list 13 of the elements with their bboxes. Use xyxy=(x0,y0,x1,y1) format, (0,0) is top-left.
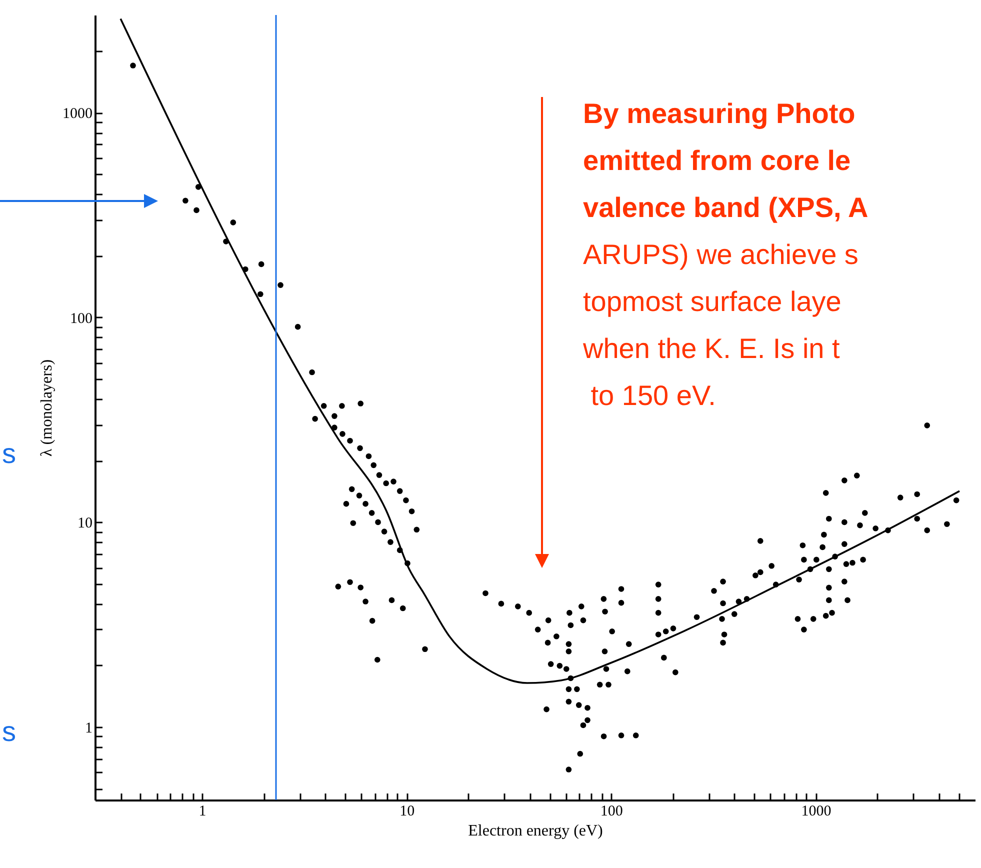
x-tick-label: 1 xyxy=(198,804,206,820)
text: s xyxy=(2,437,16,471)
y-tick-label: 1000 xyxy=(62,106,92,122)
x-tick-label: 10 xyxy=(400,804,415,820)
y-tick-label: 100 xyxy=(70,310,92,327)
y-tick-label: 10 xyxy=(78,516,92,532)
text: s xyxy=(2,715,16,749)
x-tick-label: 1000 xyxy=(801,804,832,820)
x-axis-title: Electron energy (eV) xyxy=(468,822,603,840)
y-axis-title: λ (monolayers) xyxy=(38,359,56,457)
x-tick-label: 100 xyxy=(600,804,623,820)
annotation: By measuring Photo emitted from core le valence band (XPS, A ARUPS) we achieve s topmost surface laye when the K. E. Is in t to 150 eV. xyxy=(583,97,868,413)
y-tick-label: 1 xyxy=(85,720,92,736)
